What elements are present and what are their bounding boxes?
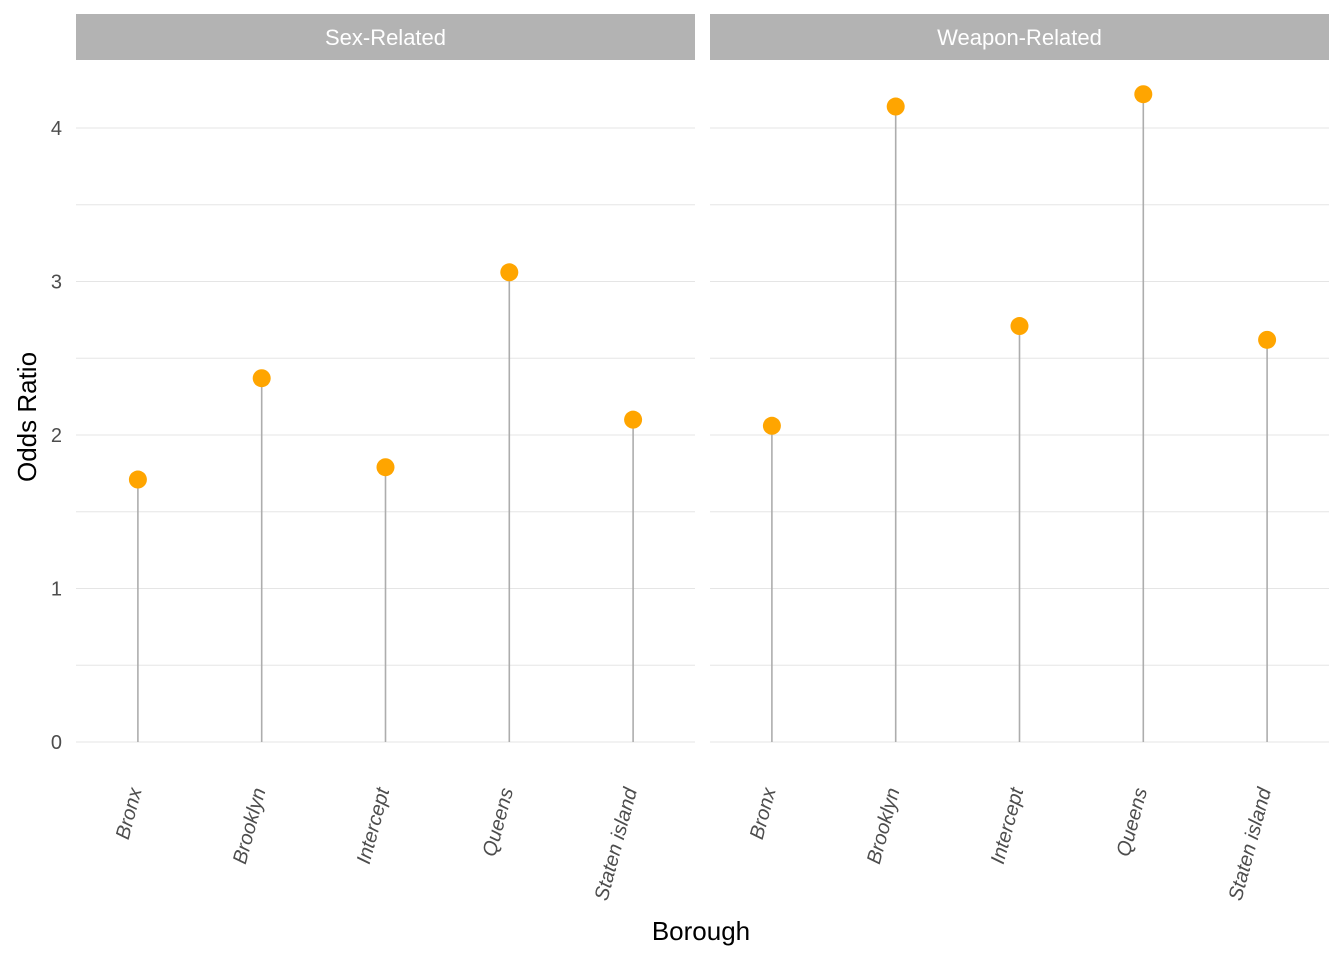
x-tick-label: Staten island (591, 785, 642, 903)
x-tick-label: Bronx (112, 785, 147, 842)
data-point (376, 458, 395, 477)
y-tick-label: 2 (51, 425, 62, 447)
y-axis-title: Odds Ratio (12, 352, 42, 482)
data-point (1258, 330, 1277, 349)
x-tick-label: Bronx (746, 785, 781, 842)
y-tick-label: 1 (51, 579, 62, 601)
facet-strip (76, 14, 695, 60)
x-tick-label: Brooklyn (229, 786, 270, 867)
x-axis-title: Borough (652, 916, 750, 946)
data-point (886, 97, 905, 116)
data-point (1134, 85, 1153, 104)
data-point (252, 369, 271, 388)
y-axis: 0 1 2 3 4 (51, 118, 62, 754)
data-point (624, 410, 643, 429)
y-tick-label: 0 (51, 732, 62, 754)
x-tick-label: Intercept (353, 784, 395, 866)
facet-strip (710, 14, 1329, 60)
facet-strip-label: Sex-Related (325, 25, 446, 50)
data-point (500, 263, 519, 282)
panel-weapon-related: Weapon-Related Bronx Brooklyn Intercept Quee… (710, 14, 1329, 903)
panel-sex-related: Sex-Related Bronx Brooklyn Intercept Queens S… (76, 14, 695, 903)
data-point (762, 416, 781, 435)
facet-strip-label: Weapon-Related (937, 25, 1102, 50)
data-point (1010, 317, 1029, 336)
x-tick-label: Staten island (1225, 785, 1276, 903)
y-tick-label: 3 (51, 272, 62, 294)
x-tick-label: Queens (479, 786, 518, 859)
x-tick-label: Brooklyn (863, 786, 904, 867)
x-tick-label: Intercept (987, 784, 1029, 866)
data-point (128, 470, 147, 489)
y-tick-label: 4 (51, 118, 62, 140)
panels: Sex-Related Bronx Brooklyn Intercept Queens S… (76, 14, 1329, 903)
x-tick-label: Queens (1113, 786, 1152, 859)
